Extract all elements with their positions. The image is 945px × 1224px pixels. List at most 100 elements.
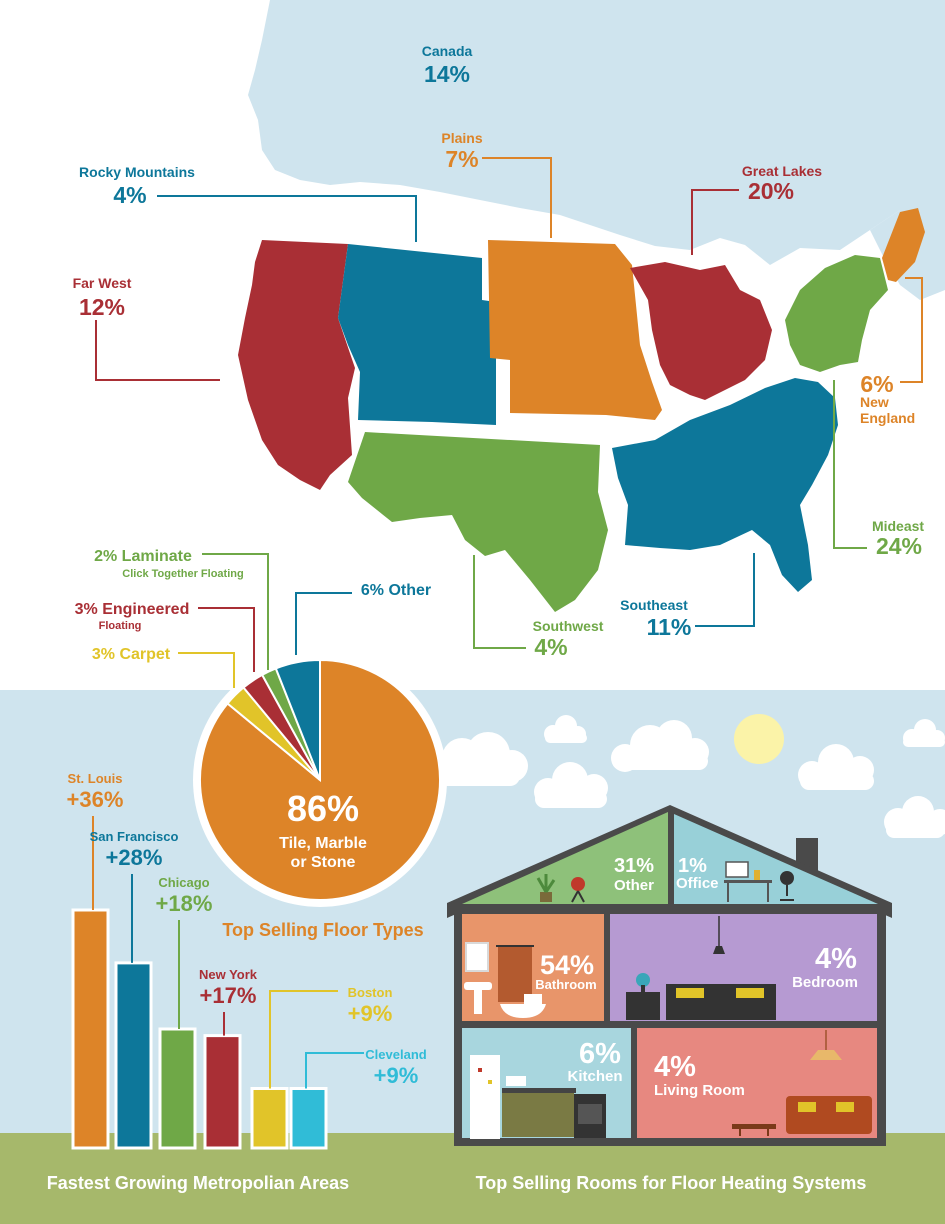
toilet-icon (500, 994, 546, 1018)
room-other (462, 812, 668, 904)
oven-icon (574, 1094, 606, 1138)
metro-bar (250, 1087, 289, 1150)
metro-bar (203, 1034, 242, 1150)
living-pct: 4% (654, 1051, 696, 1083)
great-lakes-leader-line (691, 189, 739, 255)
plains-pct: 7% (445, 146, 478, 172)
metro-title: Fastest Growing Metropolian Areas (47, 1173, 349, 1193)
sofa-icon (786, 1096, 872, 1134)
region-plains (488, 240, 662, 420)
new-england-pct: 6% (860, 371, 893, 397)
mirror-icon (465, 942, 489, 972)
room-labels: 31% Other 1% Office 54% Bathroom 4% Bedr… (535, 855, 858, 1099)
engineered-label: 3% Engineered (75, 601, 190, 618)
other-pct: 31% (614, 855, 654, 877)
pie-main-line1: Tile, Marble (279, 835, 367, 852)
southwest-pct: 4% (534, 634, 567, 660)
southwest-leader-line (473, 555, 526, 649)
southeast-name: Southeast (620, 597, 688, 613)
rooms-title: Top Selling Rooms for Floor Heating Syst… (476, 1173, 867, 1193)
sun-icon (734, 714, 784, 764)
metro-bar (158, 1027, 197, 1150)
ceiling-lamp-icon (713, 916, 725, 954)
engineered-leader-line (198, 607, 255, 672)
new-england-name-1: New (860, 394, 889, 410)
rocky-name: Rocky Mountains (79, 164, 195, 180)
lamp-icon (754, 870, 760, 880)
desk-icon (724, 861, 772, 902)
mideast-leader-line (833, 380, 867, 549)
pie-chart (199, 658, 441, 901)
metro-value-label: +9% (374, 1063, 419, 1088)
pie-slice-other (274, 658, 321, 781)
cloud-icon (798, 744, 874, 790)
chair-icon (571, 877, 585, 903)
great-lakes-pct: 20% (748, 178, 794, 204)
other-label: Other (614, 877, 654, 894)
region-new-england (882, 208, 925, 282)
mideast-name: Mideast (872, 518, 924, 534)
metro-city-label: Cleveland (365, 1047, 426, 1062)
bedroom-label: Bedroom (792, 974, 858, 991)
sink-icon (464, 982, 492, 1014)
grass-background (0, 1133, 945, 1224)
new-england-name-2: England (860, 410, 915, 426)
bathroom-label: Bathroom (535, 977, 596, 992)
metro-bar (289, 1087, 328, 1150)
far-west-pct: 12% (79, 294, 125, 320)
laminate-label: 2% Laminate (94, 548, 192, 565)
bed-icon (666, 984, 776, 1020)
far-west-leader-line (95, 320, 220, 381)
rocky-leader-line (157, 195, 417, 242)
pie-main-pct: 86% (287, 788, 359, 829)
map-labels: Canada 14% Plains 7% Great Lakes 20% Roc… (73, 43, 925, 660)
cloud-icon (534, 762, 608, 808)
pie-labels: 2% Laminate Click Together Floating 3% E… (75, 548, 431, 940)
rocky-pct: 4% (113, 182, 146, 208)
southeast-pct: 11% (647, 614, 692, 640)
laminate-sub: Click Together Floating (122, 568, 243, 580)
region-great-lakes (630, 262, 772, 400)
metro-value-label: +36% (67, 787, 124, 812)
metro-value-label: +28% (106, 845, 163, 870)
canada-name: Canada (422, 43, 473, 59)
metro-city-label: Chicago (158, 875, 209, 890)
cloud-icon (884, 796, 945, 838)
engineered-sub: Floating (99, 620, 142, 632)
shower-curtain-icon (496, 945, 534, 1002)
plains-leader-line (482, 157, 552, 238)
laminate-leader-line (202, 553, 269, 670)
fridge-icon (470, 1055, 500, 1139)
chandelier-icon (810, 1030, 842, 1060)
new-england-leader-line (900, 277, 923, 383)
carpet-leader-line (178, 652, 235, 688)
region-far-west (238, 240, 355, 490)
map-leader-lines (95, 157, 923, 649)
region-rocky-mountains (338, 244, 496, 425)
far-west-name: Far West (73, 275, 132, 291)
metro-city-label: San Francisco (90, 829, 179, 844)
cloud-icon (903, 719, 945, 747)
pie-main-line2: or Stone (291, 854, 356, 871)
living-label: Living Room (654, 1082, 745, 1099)
region-southwest (348, 432, 608, 612)
metro-value-label: +17% (200, 983, 257, 1008)
bathroom-pct: 54% (540, 950, 594, 980)
great-lakes-name: Great Lakes (742, 163, 822, 179)
other-leader-line (295, 592, 352, 655)
office-chair-icon (780, 871, 794, 901)
floor-types-title: Top Selling Floor Types (222, 920, 423, 940)
bedroom-pct: 4% (815, 943, 857, 975)
canada-landmass (248, 0, 945, 265)
metro-city-label: New York (199, 967, 258, 982)
region-southeast (612, 378, 838, 592)
metro-leader-line (269, 990, 338, 1089)
plant-icon (536, 874, 556, 902)
canada-pct: 14% (424, 61, 470, 87)
metro-city-label: St. Louis (68, 771, 123, 786)
plains-name: Plains (441, 130, 482, 146)
mideast-pct: 24% (876, 533, 922, 559)
southeast-leader-line (695, 553, 755, 627)
metro-city-label: Boston (348, 985, 393, 1000)
